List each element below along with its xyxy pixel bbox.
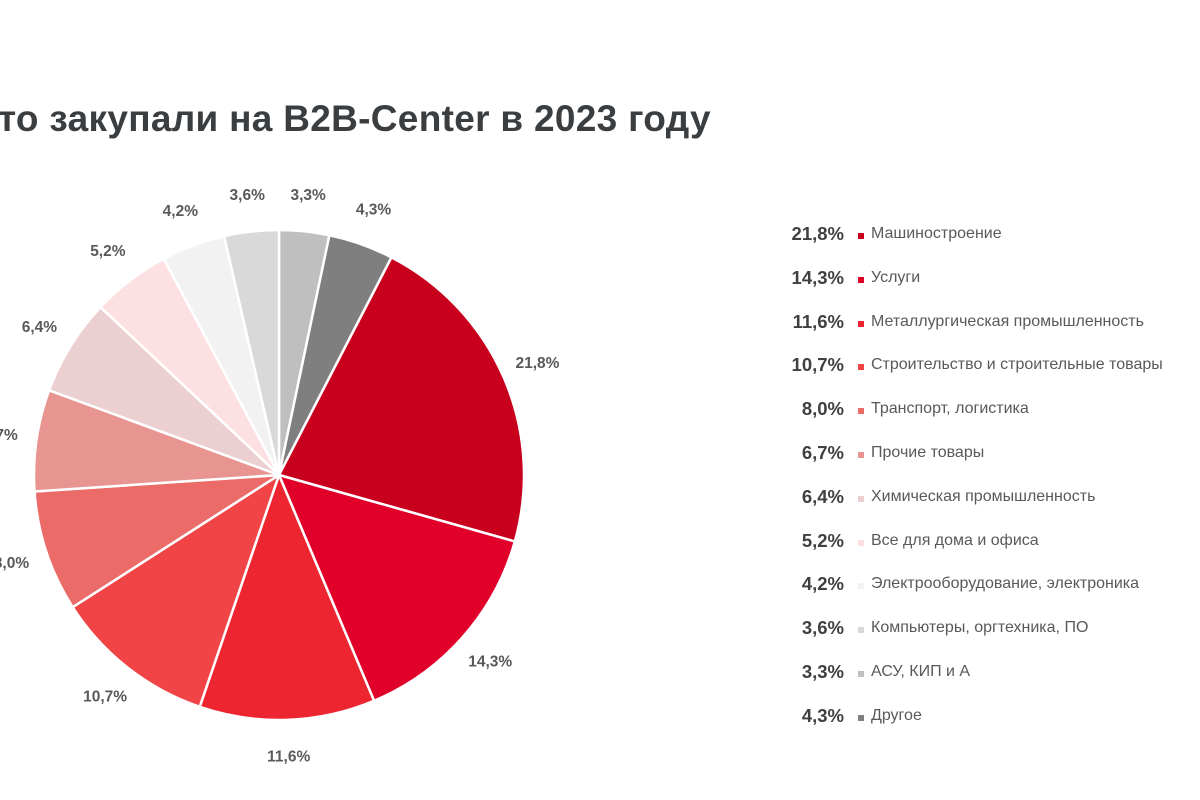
legend-label: Услуги bbox=[871, 268, 921, 286]
legend-item: 21,8% Машиностроение bbox=[770, 223, 1200, 249]
legend-percent: 14,3% bbox=[791, 266, 844, 288]
legend-percent: 6,4% bbox=[801, 485, 844, 507]
legend-swatch-icon bbox=[858, 233, 864, 239]
legend-item: 4,3% Другое bbox=[770, 705, 1200, 731]
legend-swatch-icon bbox=[858, 539, 864, 546]
legend-percent: 4,2% bbox=[801, 573, 844, 595]
legend-percent: 6,7% bbox=[801, 442, 844, 463]
legend-label: Строительство и строительные товары bbox=[871, 356, 1163, 374]
legend-label: АСУ, КИП и А bbox=[871, 663, 971, 680]
legend-swatch-icon bbox=[858, 714, 864, 721]
legend-item: 8,0% Транспорт, логистика bbox=[770, 398, 1200, 424]
slice-data-label: 6,7% bbox=[0, 427, 18, 444]
legend-item: 3,6% Компьютеры, оргтехника, ПО bbox=[770, 617, 1200, 643]
legend-percent: 10,7% bbox=[791, 354, 844, 376]
legend-swatch-icon bbox=[858, 671, 864, 677]
legend-label: Все для дома и офиса bbox=[871, 531, 1039, 549]
legend-label: Электрооборудование, электроника bbox=[871, 575, 1140, 593]
slice-data-label: 8,0% bbox=[0, 555, 29, 572]
slice-data-label: 14,3% bbox=[468, 654, 512, 671]
pie-slice bbox=[222, 228, 281, 476]
legend-item: 14,3% Услуги bbox=[770, 267, 1200, 293]
legend-swatch-icon bbox=[858, 364, 864, 371]
legend-item: 5,2% Все для дома и офиса bbox=[770, 530, 1200, 556]
legend-percent: 4,3% bbox=[801, 704, 844, 726]
legend-label: Транспорт, логистика bbox=[871, 400, 1029, 418]
legend-item: 10,7% Строительство и строительные товары bbox=[770, 354, 1200, 380]
legend-item: 6,7% Прочие товары bbox=[770, 442, 1200, 468]
legend-label: Машиностроение bbox=[871, 225, 1002, 242]
slice-data-label: 6,4% bbox=[22, 319, 58, 336]
legend-swatch-icon bbox=[858, 320, 864, 327]
legend-label: Металлургическая промышленность bbox=[871, 312, 1144, 330]
legend-percent: 3,3% bbox=[801, 661, 844, 682]
legend-swatch-icon bbox=[858, 408, 864, 415]
slice-data-label: 21,8% bbox=[515, 355, 559, 372]
legend-percent: 21,8% bbox=[791, 223, 844, 244]
pie-slice bbox=[33, 473, 280, 609]
legend-percent: 5,2% bbox=[801, 529, 844, 551]
legend-label: Химическая промышленность bbox=[871, 487, 1096, 505]
legend-item: 3,3% АСУ, КИП и А bbox=[770, 661, 1200, 687]
slice-data-label: 5,2% bbox=[90, 243, 126, 260]
chart-title: то закупали на B2B-Center в 2023 году bbox=[0, 98, 711, 139]
slice-data-label: 10,7% bbox=[83, 689, 127, 706]
legend-swatch-icon bbox=[858, 495, 864, 502]
pie-chart: 3,3% 4,3% 21,8% 14,3% 11,6% 10,7% 8,0% 6,7% 6,4%… bbox=[0, 187, 560, 766]
legend-swatch-icon bbox=[858, 627, 864, 634]
slice-data-label: 4,3% bbox=[356, 202, 392, 219]
pie-slice bbox=[276, 473, 517, 703]
legend-swatch-icon bbox=[858, 276, 864, 283]
legend-percent: 8,0% bbox=[801, 398, 844, 420]
legend-swatch-icon bbox=[858, 452, 864, 458]
slice-data-label: 3,6% bbox=[230, 187, 266, 204]
legend-item: 11,6% Металлургическая промышленность bbox=[770, 311, 1200, 337]
pie-slice bbox=[277, 255, 526, 543]
legend-percent: 3,6% bbox=[801, 617, 844, 639]
legend-swatch-icon bbox=[858, 583, 864, 590]
legend-label: Компьютеры, оргтехника, ПО bbox=[871, 619, 1089, 637]
slice-data-label: 11,6% bbox=[267, 749, 310, 766]
legend-item: 6,4% Химическая промышленность bbox=[770, 486, 1200, 512]
pie-slice bbox=[198, 471, 376, 722]
legend-label: Прочие товары bbox=[871, 444, 985, 461]
pie-slice bbox=[70, 472, 282, 709]
slice-data-label: 3,3% bbox=[290, 187, 326, 204]
legend-percent: 11,6% bbox=[792, 310, 844, 332]
legend-label: Другое bbox=[871, 706, 922, 724]
legend-item: 4,2% Электрооборудование, электроника bbox=[770, 573, 1200, 599]
slice-data-label: 4,2% bbox=[163, 203, 199, 220]
